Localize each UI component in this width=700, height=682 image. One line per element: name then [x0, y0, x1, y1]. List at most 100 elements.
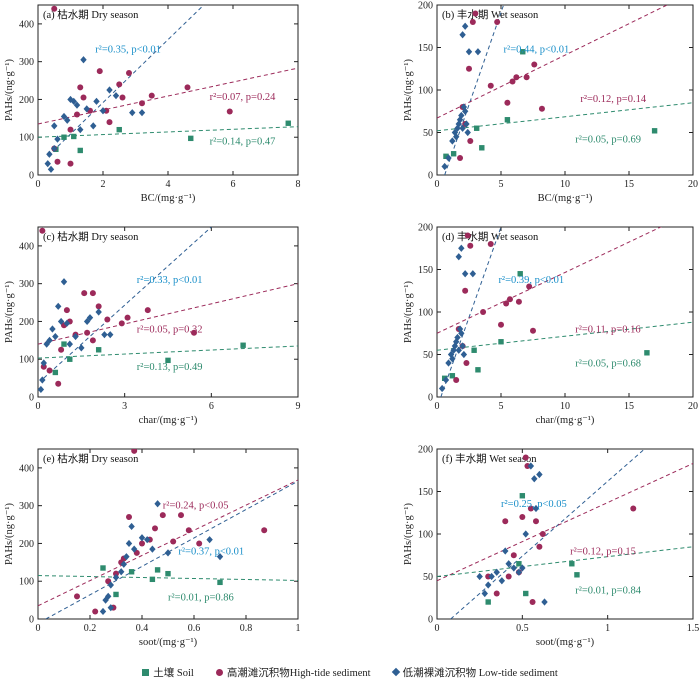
- point-soil: [116, 126, 122, 133]
- point-low-tide: [481, 589, 488, 598]
- point-low-tide: [90, 122, 97, 130]
- point-soil: [285, 120, 291, 126]
- plot-frame: [436, 4, 694, 176]
- point-low-tide: [469, 270, 477, 278]
- point-low-tide: [129, 109, 136, 117]
- point-high-tide: [191, 329, 197, 336]
- point-high-tide: [494, 19, 501, 25]
- y-tick-label: 300: [19, 279, 34, 290]
- x-tick-label: 0.4: [136, 623, 149, 634]
- x-tick-label: 2: [101, 179, 106, 190]
- point-soil: [188, 135, 194, 142]
- y-axis-label: PAHs/(ng·g⁻¹): [403, 59, 414, 121]
- y-tick-label: 150: [418, 487, 433, 498]
- point-soil: [485, 599, 491, 605]
- point-high-tide: [196, 540, 203, 547]
- point-soil: [100, 565, 106, 571]
- point-high-tide: [58, 346, 65, 353]
- stat-label-high: r²=0.07, p=0.24: [210, 92, 276, 103]
- point-high-tide: [55, 380, 62, 387]
- point-high-tide: [46, 367, 53, 374]
- point-soil: [651, 128, 658, 134]
- point-low-tide: [106, 86, 113, 94]
- y-tick-label: 0: [428, 393, 433, 404]
- point-high-tide: [184, 84, 191, 91]
- point-soil: [71, 133, 77, 140]
- x-tick-label: 0: [435, 401, 440, 412]
- point-high-tide: [529, 599, 536, 605]
- point-high-tide: [463, 360, 470, 366]
- x-tick-label: 0.2: [84, 623, 97, 634]
- x-tick-label: 6: [231, 179, 236, 190]
- point-low-tide: [99, 607, 107, 616]
- stat-label-high: r²=0.12, p=0.15: [570, 546, 636, 557]
- point-low-tide: [460, 350, 468, 359]
- y-tick-label: 400: [19, 241, 34, 252]
- regression-line-high: [437, 462, 693, 582]
- point-low-tide: [464, 128, 471, 137]
- point-low-tide: [99, 107, 107, 115]
- point-high-tide: [498, 321, 504, 328]
- regression-line-high: [437, 227, 662, 334]
- point-soil: [154, 567, 161, 573]
- point-high-tide: [630, 505, 637, 512]
- legend-label-soil: 土壤 Soil: [153, 667, 194, 679]
- point-soil: [95, 347, 102, 353]
- point-high-tide: [467, 242, 474, 249]
- plot-frame: [37, 4, 299, 176]
- point-high-tide: [96, 68, 103, 75]
- point-high-tide: [54, 158, 61, 165]
- y-tick-label: 200: [418, 223, 433, 234]
- point-high-tide: [152, 525, 158, 532]
- point-high-tide: [119, 94, 126, 101]
- point-low-tide: [107, 604, 114, 612]
- y-tick-label: 100: [19, 577, 34, 588]
- point-low-tide: [38, 385, 45, 394]
- point-high-tide: [67, 126, 74, 133]
- x-tick-label: 0.6: [188, 623, 201, 634]
- y-tick-label: 150: [418, 43, 433, 54]
- y-tick-label: 300: [19, 501, 34, 512]
- point-high-tide: [504, 99, 511, 106]
- point-low-tide: [502, 547, 509, 555]
- y-tick-label: 0: [428, 171, 433, 182]
- point-high-tide: [532, 518, 539, 525]
- point-high-tide: [487, 241, 494, 247]
- point-soil: [475, 367, 481, 373]
- point-low-tide: [49, 325, 56, 333]
- point-high-tide: [467, 138, 474, 144]
- stat-label-soil: r²=0.14, p=0.47: [210, 136, 276, 147]
- point-soil: [149, 576, 156, 583]
- x-axis-label: BC/(mg·g⁻¹): [538, 193, 593, 204]
- point-high-tide: [453, 377, 460, 383]
- point-high-tide: [39, 227, 46, 234]
- point-high-tide: [539, 531, 546, 537]
- point-low-tide: [445, 154, 452, 162]
- y-axis-label: PAHs/(ng·g⁻¹): [403, 281, 414, 343]
- x-tick-label: 15: [624, 179, 634, 190]
- point-low-tide: [505, 560, 512, 568]
- point-low-tide: [445, 359, 452, 367]
- point-low-tide: [80, 56, 87, 64]
- y-tick-label: 100: [418, 86, 433, 97]
- point-high-tide: [89, 337, 96, 344]
- point-high-tide: [106, 119, 113, 126]
- point-low-tide: [206, 536, 213, 544]
- point-low-tide: [455, 346, 462, 354]
- point-low-tide: [107, 331, 114, 339]
- point-low-tide: [498, 577, 506, 585]
- data-points: [476, 454, 637, 606]
- point-low-tide: [57, 317, 65, 326]
- point-high-tide: [522, 454, 529, 461]
- y-tick-label: 200: [19, 539, 34, 550]
- point-low-tide: [131, 545, 138, 553]
- point-low-tide: [66, 340, 73, 348]
- point-low-tide: [527, 462, 535, 470]
- point-low-tide: [459, 31, 466, 39]
- point-low-tide: [123, 553, 130, 561]
- point-low-tide: [60, 278, 68, 286]
- point-high-tide: [80, 94, 87, 101]
- point-low-tide: [485, 581, 492, 589]
- point-low-tide: [458, 111, 465, 120]
- point-high-tide: [81, 290, 88, 297]
